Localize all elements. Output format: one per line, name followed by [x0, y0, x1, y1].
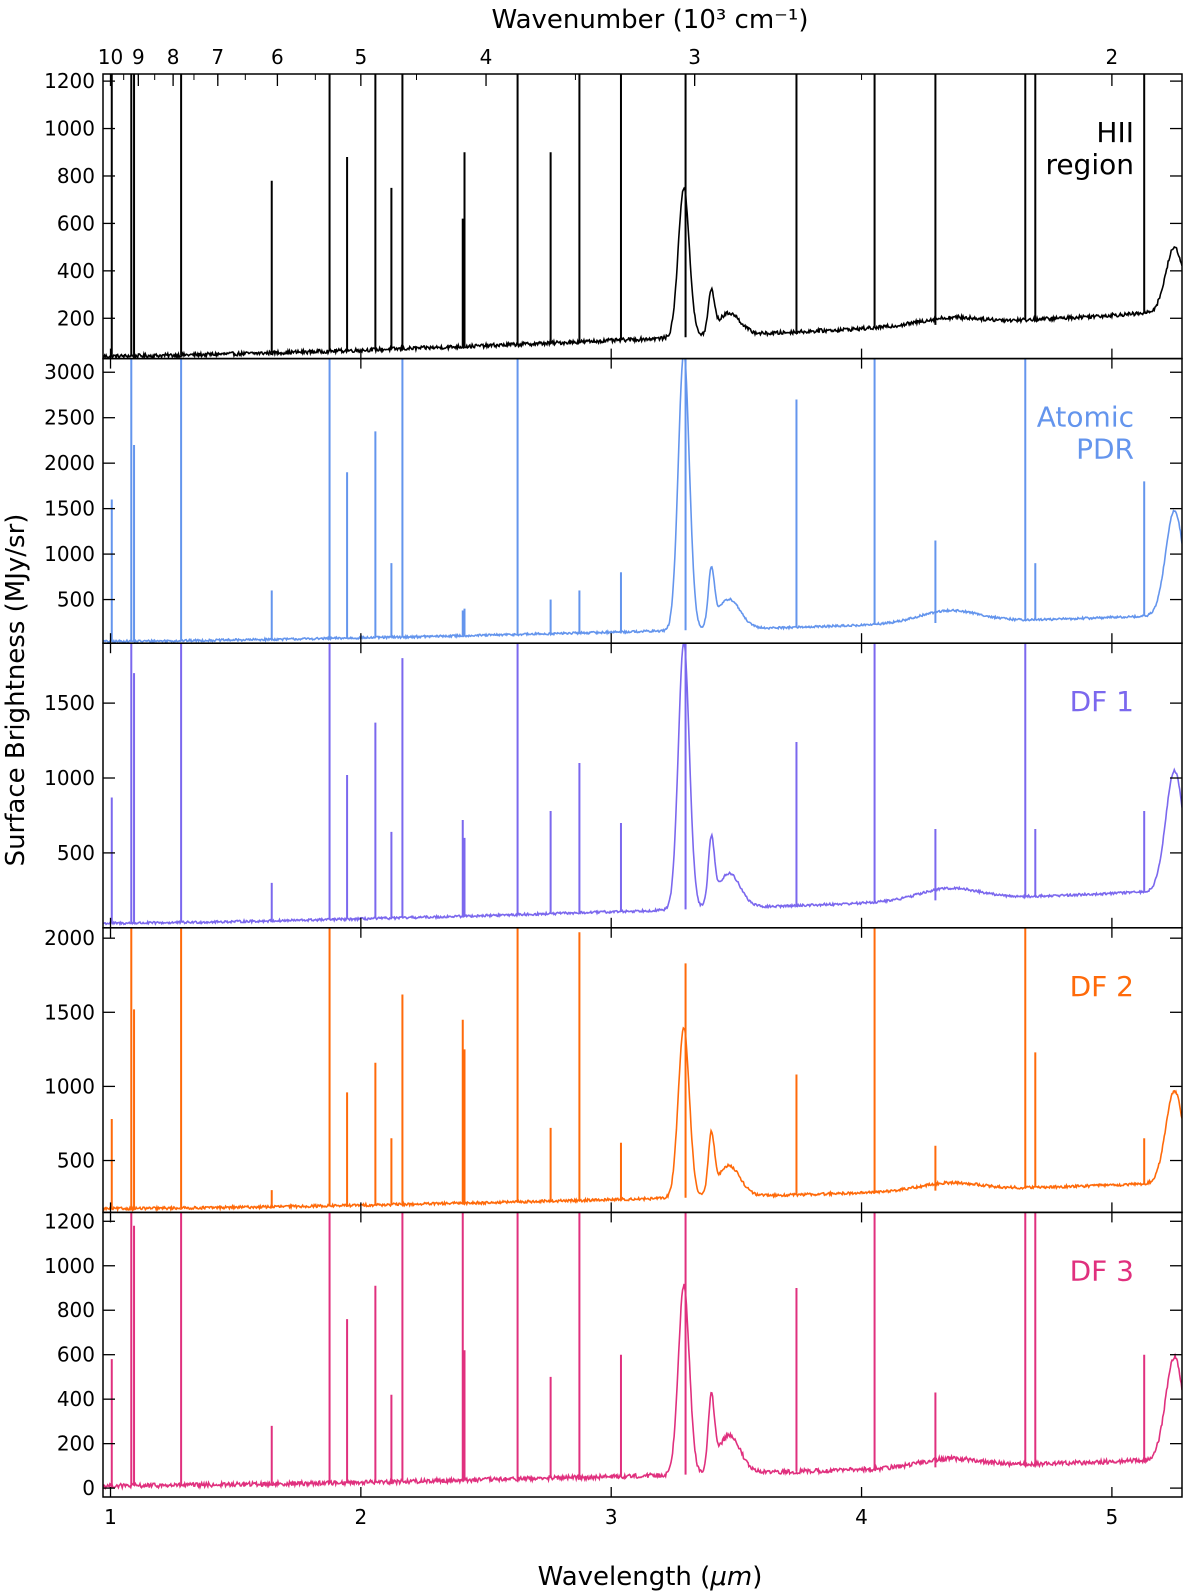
xtick-label: 4 [855, 1505, 868, 1529]
top-tick-label: 8 [167, 45, 180, 69]
panels-layer [103, 74, 1182, 1491]
top-tick-label: 7 [211, 45, 224, 69]
x-axis-title-suffix: ) [752, 1562, 762, 1592]
panel-4-ytick-label: 1000 [44, 1254, 95, 1278]
panel-0-label-line: HII [1096, 116, 1134, 149]
xtick-label: 1 [104, 1505, 117, 1529]
panel-1-ytick-label: 1500 [44, 497, 95, 521]
panel-2-frame [102, 642, 1183, 929]
panel-0-continuum [103, 186, 1182, 359]
panel-3-ytick-label: 1000 [44, 1074, 95, 1098]
panel-4-ytick-label: 800 [57, 1298, 95, 1322]
top-axis-title: Wavenumber (10³ cm⁻¹) [492, 5, 809, 35]
panel-3-label: DF 2 [1070, 970, 1134, 1003]
panel-4-ytick-label: 1200 [44, 1209, 95, 1233]
panel-1-ytick-label: 3000 [44, 360, 95, 384]
panel-1-frame [102, 357, 1183, 644]
panel-4-ytick-label: 400 [57, 1387, 95, 1411]
panel-0-ytick-label: 400 [57, 259, 95, 283]
panel-3-ytick-label: 500 [57, 1149, 95, 1173]
panel-4-ytick-label: 600 [57, 1343, 95, 1367]
panel-2-continuum [103, 643, 1182, 927]
top-tick-label: 5 [354, 45, 367, 69]
panel-1-label-line: PDR [1076, 433, 1134, 466]
panel-0-ytick-label: 1200 [44, 69, 95, 93]
panel-4-ytick-label: 200 [57, 1432, 95, 1456]
panel-1-label-line: Atomic [1037, 401, 1134, 434]
panel-3-ytick-label: 2000 [44, 926, 95, 950]
panel-3-ytick-label: 1500 [44, 1000, 95, 1024]
panel-2-ytick-label: 1000 [44, 766, 95, 790]
panel-1-label: Atomic PDR [1037, 401, 1134, 466]
panel-0-ytick-label: 1000 [44, 117, 95, 141]
panel-3-label-line: DF 2 [1070, 970, 1134, 1003]
panel-4-frame [102, 1211, 1183, 1498]
top-tick-label: 3 [688, 45, 701, 69]
panel-0-label: HII region [1045, 116, 1134, 181]
panel-1-ytick-label: 1000 [44, 542, 95, 566]
x-axis-title: Wavelength (μm) [538, 1562, 763, 1592]
top-tick-label: 4 [480, 45, 493, 69]
panel-4-plot-area [103, 1212, 1182, 1491]
panel-4-label: DF 3 [1070, 1254, 1134, 1287]
panel-1-plot-area [103, 358, 1182, 644]
panel-4-ytick-label: 0 [82, 1476, 95, 1500]
y-axis-title: Surface Brightness (MJy/sr) [1, 514, 31, 867]
panel-0-plot-area [103, 74, 1182, 359]
xtick-label: 5 [1106, 1505, 1119, 1529]
x-axis-title-prefix: Wavelength ( [538, 1562, 711, 1592]
panel-4-label-line: DF 3 [1070, 1254, 1134, 1287]
top-tick-label: 9 [132, 45, 145, 69]
panel-3-plot-area [103, 927, 1182, 1213]
panel-3-frame [102, 927, 1183, 1214]
panel-0-frame [102, 73, 1183, 360]
xtick-label: 3 [605, 1505, 618, 1529]
panel-0-ytick-label: 800 [57, 164, 95, 188]
panel-1-continuum [103, 358, 1182, 644]
panel-2-label-line: DF 1 [1070, 685, 1134, 718]
panel-0-ytick-label: 200 [57, 306, 95, 330]
panel-1-ytick-label: 500 [57, 588, 95, 612]
panel-4-continuum [103, 1283, 1182, 1491]
top-tick-label: 6 [271, 45, 284, 69]
top-tick-label: 2 [1106, 45, 1119, 69]
panel-0-label-line: region [1045, 148, 1134, 181]
panel-2-ytick-label: 500 [57, 841, 95, 865]
panel-0-ytick-label: 600 [57, 211, 95, 235]
x-axis-title-unit: μm [709, 1562, 752, 1592]
panel-1-ytick-label: 2500 [44, 406, 95, 430]
xtick-label: 2 [354, 1505, 367, 1529]
panel-2-plot-area [103, 643, 1182, 927]
panel-1-ytick-label: 2000 [44, 451, 95, 475]
top-tick-label: 10 [98, 45, 123, 69]
panel-2-ytick-label: 1500 [44, 691, 95, 715]
panel-2-label: DF 1 [1070, 685, 1134, 718]
panel-3-continuum [103, 1026, 1182, 1213]
